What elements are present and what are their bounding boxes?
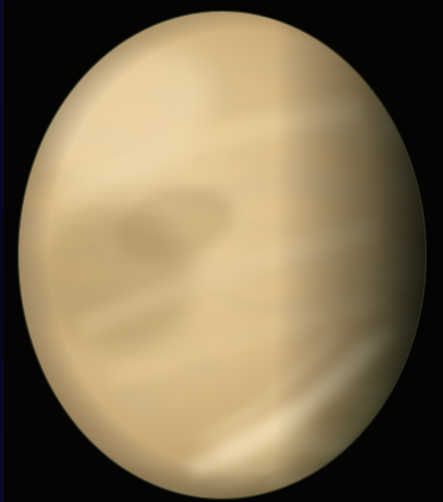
image-edge-strip xyxy=(0,0,4,502)
planet-rim xyxy=(17,10,427,500)
